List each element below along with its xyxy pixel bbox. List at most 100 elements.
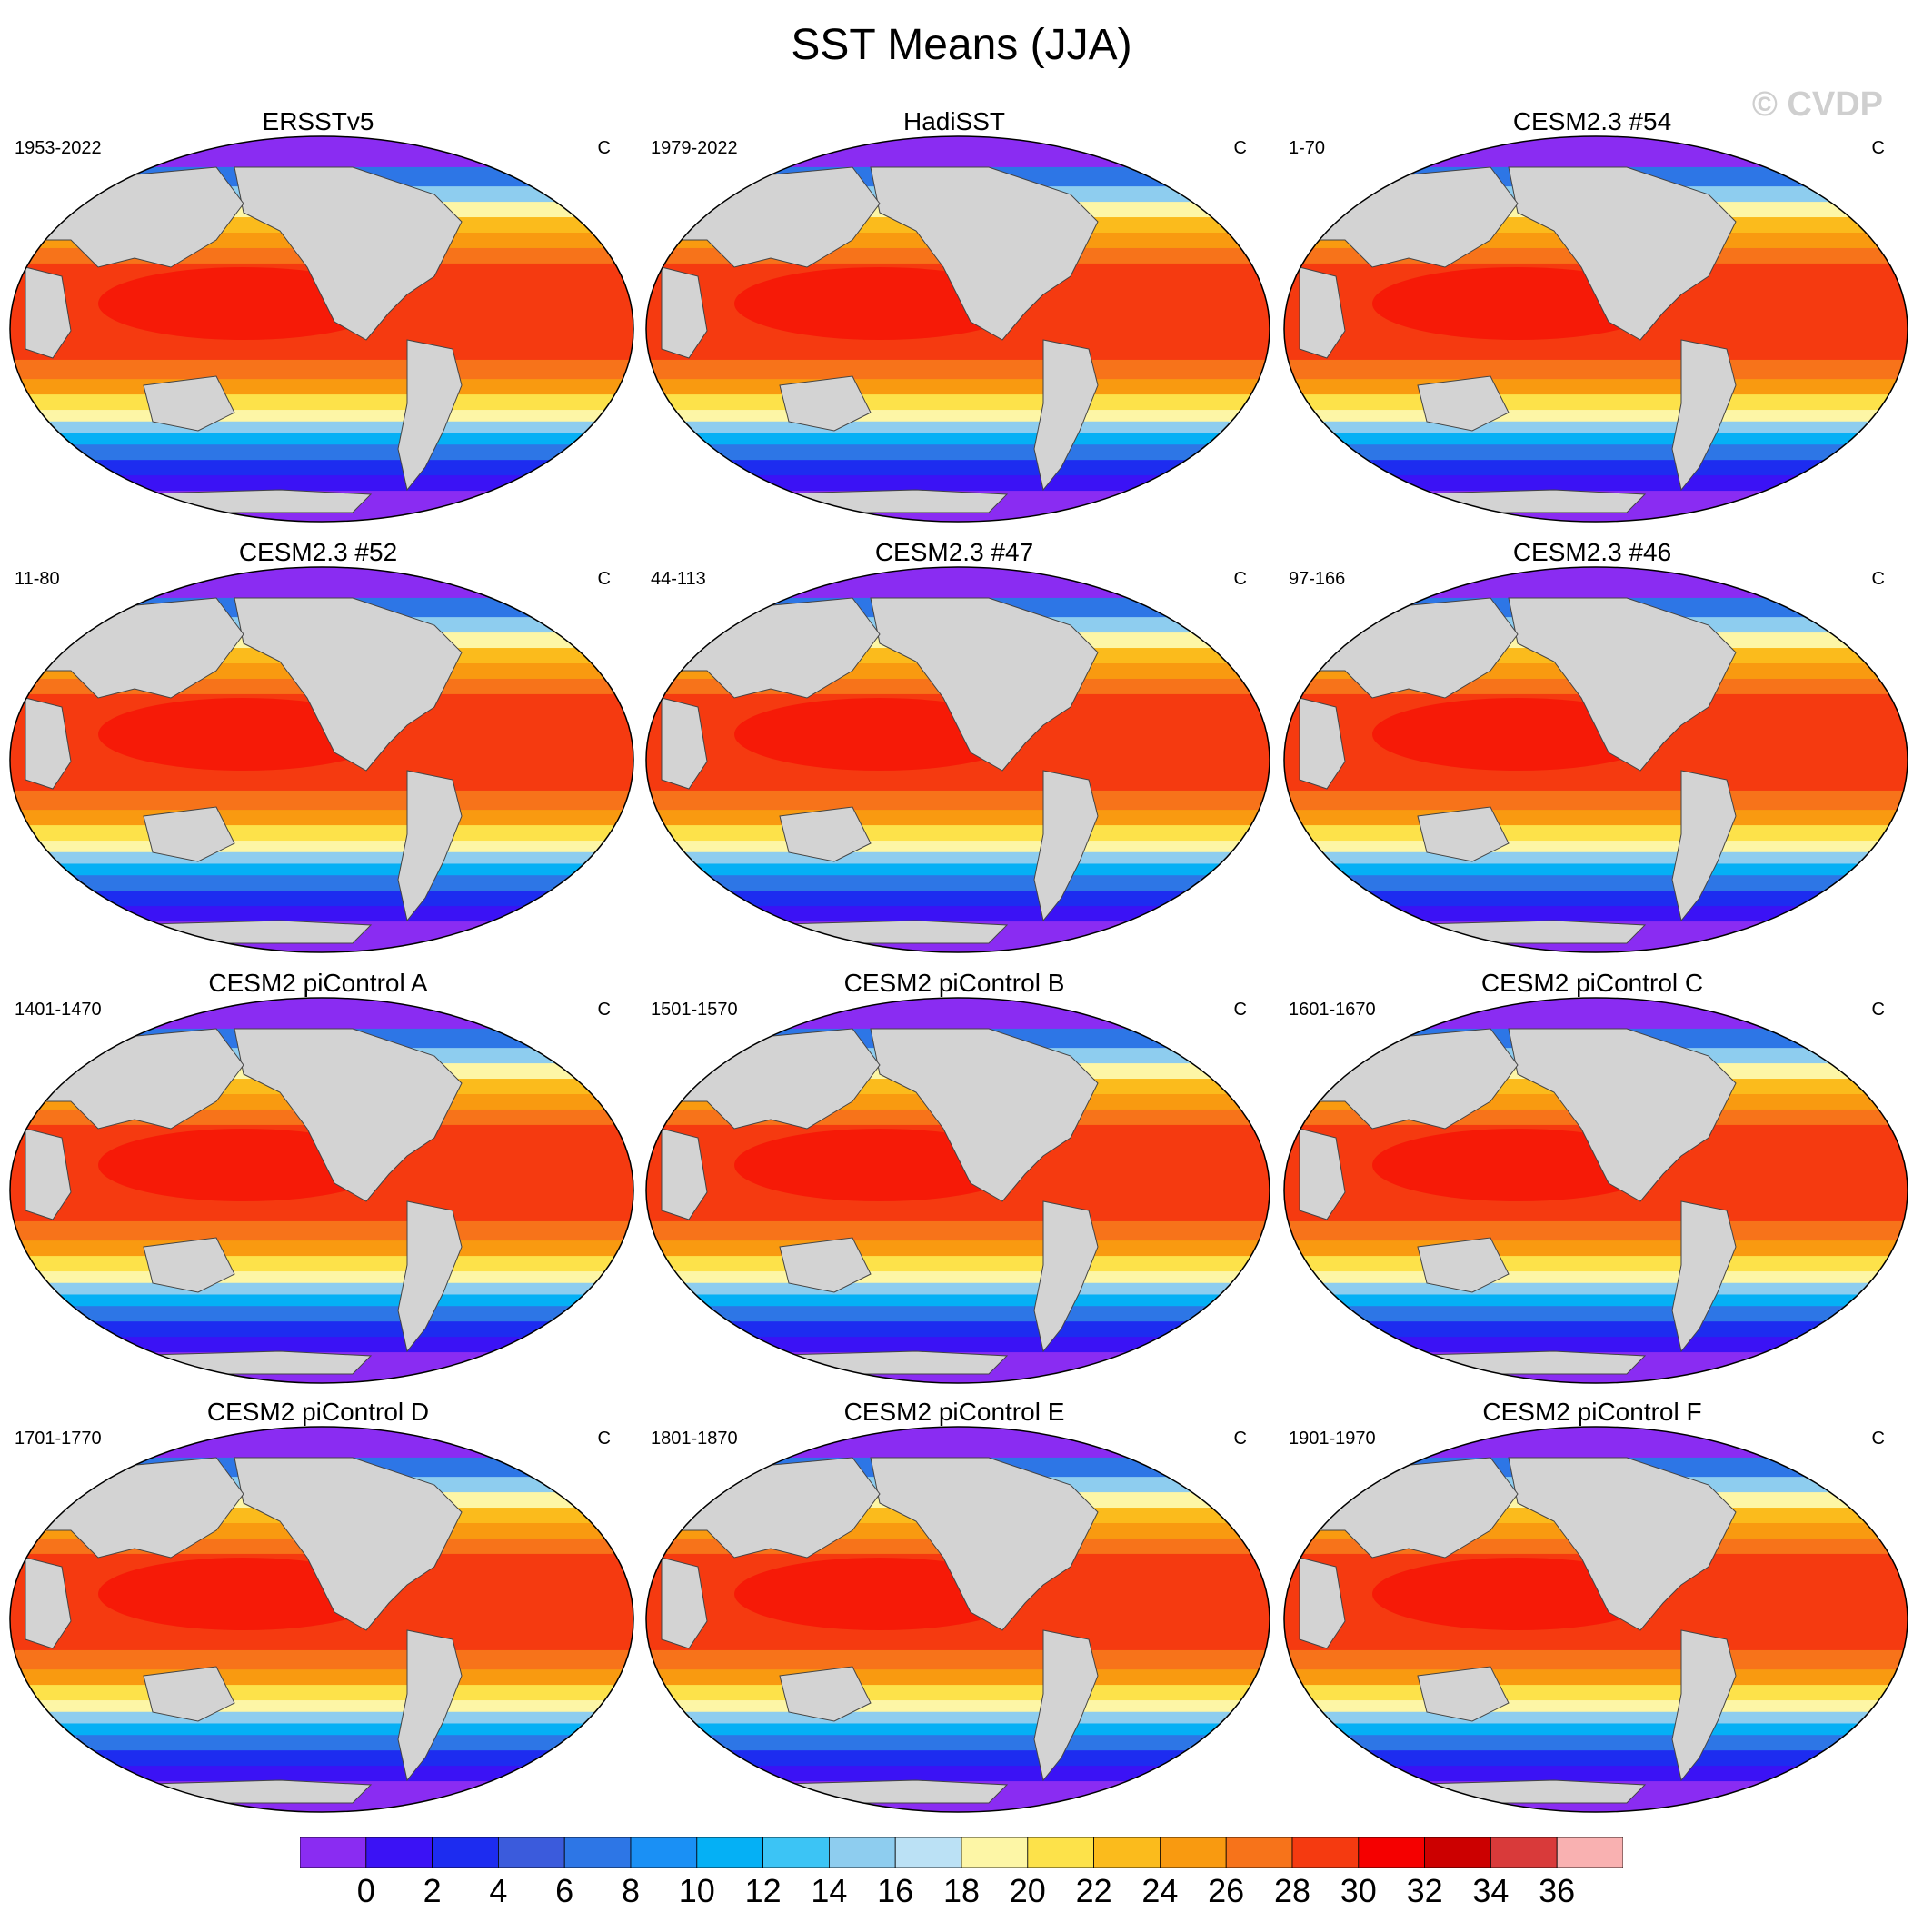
sst-band: [646, 567, 1270, 599]
colorbar-segment: [1160, 1837, 1227, 1868]
sst-band: [646, 460, 1270, 477]
colorbar-tick-label: 34: [1472, 1872, 1510, 1909]
land-mass: [1389, 1350, 1647, 1375]
land-mass: [25, 1557, 72, 1649]
panel-year-range: 11-80: [15, 569, 60, 589]
sst-band: [1284, 1337, 1908, 1354]
sst-band: [646, 1700, 1270, 1713]
sst-band: [1284, 825, 1908, 842]
panel-year-range: 1901-1970: [1289, 1429, 1376, 1449]
land-mass: [397, 1200, 463, 1353]
sst-band: [1284, 1669, 1908, 1687]
land-mass: [661, 1128, 708, 1220]
colorbar-tick-label: 26: [1208, 1872, 1245, 1909]
panel-year-range: 1801-1870: [651, 1429, 738, 1449]
sst-band: [646, 1685, 1270, 1702]
colorbar-tick-label: 4: [489, 1872, 508, 1909]
land-mass: [115, 489, 373, 513]
sst-band: [10, 1240, 633, 1258]
map-panel: CESM2 piControl C 1601-1670 C: [1274, 969, 1910, 1396]
sst-band: [646, 475, 1270, 493]
land-mass: [1508, 597, 1737, 772]
sst-band: [646, 1427, 1270, 1459]
colorbar-tick-label: 14: [811, 1872, 848, 1909]
sst-band: [1284, 1321, 1908, 1339]
sst-band: [1284, 1427, 1908, 1459]
colorbar-segment: [829, 1837, 896, 1868]
sst-band: [646, 1669, 1270, 1687]
colorbar-segment: [1490, 1837, 1558, 1868]
land-mass: [1417, 806, 1510, 862]
sst-band: [10, 1427, 633, 1459]
sst-band: [1284, 851, 1908, 865]
panel-title: CESM2 piControl B: [843, 969, 1065, 997]
map-outline: [1283, 135, 1908, 523]
sst-band: [1284, 410, 1908, 423]
map-outline: [645, 997, 1270, 1384]
land-mass: [1299, 266, 1346, 359]
map-panel: CESM2 piControl B 1501-1570 C: [636, 969, 1272, 1396]
colorbar-segment: [300, 1837, 367, 1868]
sst-band: [10, 567, 633, 599]
sst-band: [646, 1711, 1270, 1725]
panel-year-range: 1-70: [1289, 138, 1326, 158]
land-mass: [870, 166, 1099, 341]
panel-year-range: 44-113: [651, 569, 706, 589]
colorbar-tick-label: 16: [877, 1872, 914, 1909]
sst-band: [646, 790, 1270, 812]
colorbar-segment: [1358, 1837, 1426, 1868]
colorbar-tick-label: 24: [1141, 1872, 1179, 1909]
sst-map: [9, 566, 634, 953]
land-mass: [1389, 1779, 1647, 1804]
sst-band: [10, 1669, 633, 1687]
sst-band: [10, 1282, 633, 1296]
sst-band: [646, 136, 1270, 168]
sst-band: [10, 1685, 633, 1702]
sst-band: [10, 825, 633, 842]
land-mass: [1671, 339, 1737, 492]
panel-units: C: [1871, 1000, 1885, 1020]
land-mass: [25, 266, 72, 359]
map-outline: [9, 1426, 634, 1813]
land-mass: [143, 1666, 235, 1722]
sst-map: [9, 1426, 634, 1813]
sst-band: [1284, 567, 1908, 599]
sst-band: [1284, 433, 1908, 446]
sst-band: [10, 410, 633, 423]
sst-band: [646, 1337, 1270, 1354]
sst-band: [1284, 1282, 1908, 1296]
figure-title: SST Means (JJA): [791, 21, 1132, 69]
land-mass: [1671, 1629, 1737, 1782]
colorbar-segment: [497, 1837, 565, 1868]
land-mass: [779, 806, 872, 862]
sst-band: [646, 810, 1270, 827]
colorbar-tick-label: 32: [1406, 1872, 1443, 1909]
land-mass: [751, 1779, 1009, 1804]
sst-map: [1283, 566, 1908, 953]
colorbar-segment: [1291, 1837, 1360, 1868]
panel-units: C: [1871, 569, 1885, 589]
panel-units: C: [597, 138, 611, 158]
sst-band: [1284, 1271, 1908, 1284]
sst-band: [10, 136, 633, 168]
sst-band: [646, 1256, 1270, 1273]
land-mass: [143, 375, 235, 432]
sst-band: [646, 433, 1270, 446]
panel-title: HadiSST: [902, 107, 1006, 135]
map-outline: [9, 997, 634, 1384]
map-outline: [9, 135, 634, 523]
sst-band: [1284, 421, 1908, 434]
colorbar-tick-label: 28: [1273, 1872, 1311, 1909]
panel-title: CESM2 piControl A: [208, 969, 428, 997]
sst-band: [646, 891, 1270, 908]
map-panel: CESM2 piControl A 1401-1470 C: [0, 969, 636, 1396]
panel-units: C: [1233, 1000, 1247, 1020]
sst-band: [10, 1321, 633, 1339]
land-mass: [870, 1028, 1099, 1202]
colorbar-segment: [365, 1837, 433, 1868]
sst-band: [10, 1256, 633, 1273]
panel-title: CESM2.3 #52: [238, 538, 398, 566]
colorbar-segment: [563, 1837, 632, 1868]
land-mass: [1389, 489, 1647, 513]
map-outline: [645, 566, 1270, 953]
